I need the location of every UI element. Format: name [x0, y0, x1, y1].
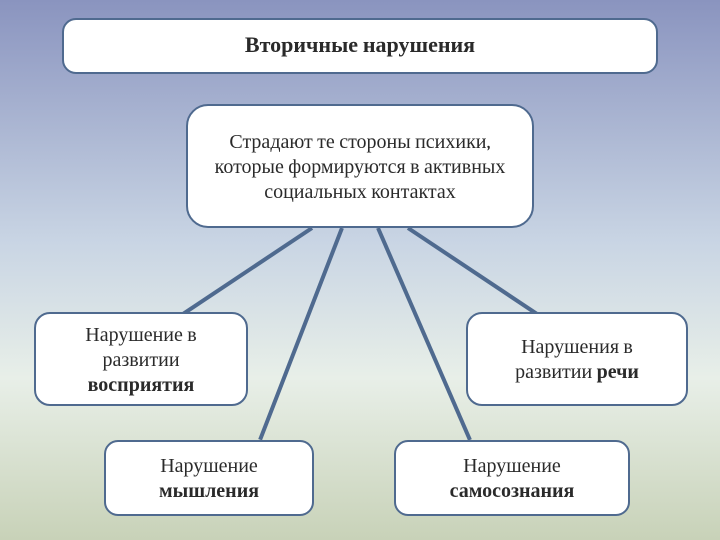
central-box: Страдают те стороны психики, которые фор… [186, 104, 534, 228]
leaf-perception: Нарушение вразвитиивосприятия [34, 312, 248, 406]
title-box: Вторичные нарушения [62, 18, 658, 74]
leaf-selfawareness: Нарушениесамосознания [394, 440, 630, 516]
leaf-speech: Нарушения вразвитии речи [466, 312, 688, 406]
leaf-thinking: Нарушениемышления [104, 440, 314, 516]
